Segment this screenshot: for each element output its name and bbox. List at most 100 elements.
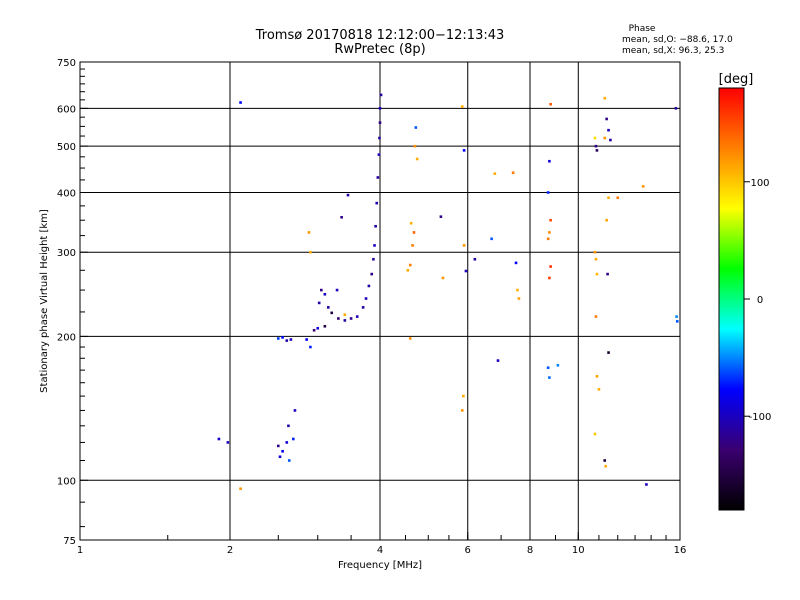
data-point [548,231,551,234]
y-tick-label-1: 100 [57,476,76,487]
data-point [367,284,371,288]
grid-lines [80,62,680,540]
data-point [307,231,311,234]
data-point [548,276,551,280]
phase-header: Phase [629,24,656,34]
data-point [593,136,597,140]
data-point [412,231,416,234]
colorbar-tick-label-1: 0 [757,295,763,306]
y-tick-label-6: 600 [57,104,76,115]
data-point [346,193,350,197]
phase-stats-x: mean, sd,X: 96.3, 25.3 [622,46,724,56]
data-point [603,96,607,100]
colorbar-ticks: 100 0 -100 [744,178,771,423]
data-point [293,409,297,412]
x-tick-label-0: 1 [77,545,83,556]
data-point [320,288,323,292]
data-point [414,126,418,129]
data-point [597,388,601,391]
y-tick-label-4: 400 [57,188,76,199]
data-point [549,102,552,106]
data-point [607,128,610,132]
data-point [377,153,381,156]
data-point [226,441,230,444]
data-point [593,250,597,254]
y-tick-label-7: 750 [57,58,76,69]
y-tick-label-5: 500 [57,142,76,153]
y-tick-label-3: 300 [57,248,76,259]
data-point [595,375,599,378]
data-point [464,269,468,273]
data-point [323,292,327,296]
axis-ticks [79,61,681,541]
data-point [239,101,242,104]
data-point [276,337,280,340]
chart-subtitle: RwPretec (8p) [334,42,425,57]
data-point [546,237,550,241]
data-point [511,171,515,175]
data-point [546,366,550,369]
data-point [312,328,316,332]
data-point [462,244,466,247]
x-tick-label-1: 2 [227,545,233,556]
y-tick-label-2: 200 [57,332,76,343]
data-point [413,144,417,148]
data-point [594,144,598,148]
data-point [323,324,327,328]
data-point [378,121,382,124]
y-axis-label: Stationary phase Virtual Height [km] [39,209,50,393]
data-point [361,306,365,309]
data-point [549,218,552,222]
data-point [379,93,383,97]
data-point [546,191,550,194]
data-point [364,297,368,300]
data-point [675,315,678,318]
data-point [604,464,607,468]
data-point [289,338,293,341]
data-point [645,483,648,486]
x-tick-labels: 1 2 4 6 8 10 16 [77,545,687,556]
data-point [287,424,290,428]
data-point [340,215,343,219]
data-point [278,455,282,459]
data-point [330,311,334,315]
data-point [549,265,552,268]
data-point [409,221,413,225]
data-point [309,345,312,349]
data-point [408,337,412,340]
data-point [594,315,598,318]
data-point [548,159,551,163]
data-point [462,149,466,152]
data-point [605,218,608,222]
data-point [616,196,620,200]
data-point [593,432,597,436]
data-point [473,257,477,261]
colorbar-tick-label-2: -100 [749,412,772,423]
data-point [603,136,607,140]
data-point [548,376,551,379]
phase-stats-o: mean, sd,O: −88.6, 17.0 [622,35,733,45]
data-point [378,107,382,110]
colorbar-label: [deg] [719,72,754,87]
data-point [375,201,379,205]
data-point [335,288,339,292]
data-point [439,215,443,218]
data-point [556,363,560,367]
data-point [606,272,609,276]
data-point [641,185,645,188]
data-point [675,320,679,323]
data-point [460,409,464,412]
data-points [217,93,679,491]
data-point [217,437,221,441]
data-point [460,105,464,108]
data-point [594,257,598,261]
data-point [496,359,500,362]
data-point [343,319,347,322]
data-point [441,276,445,280]
data-point [287,459,291,462]
data-point [376,176,380,179]
chart-title: Tromsø 20170818 12:12:00−12:13:43 [255,28,505,43]
colorbar-tick-label-0: 100 [750,178,769,189]
data-point [349,317,353,320]
